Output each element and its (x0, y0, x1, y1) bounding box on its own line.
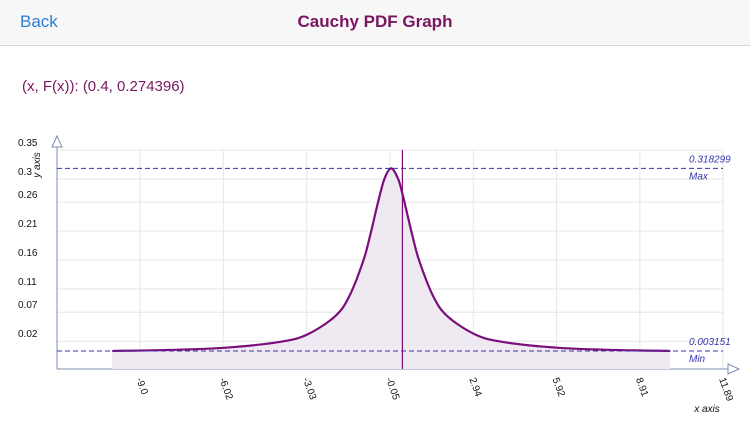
x-tick-label: -6.02 (216, 376, 234, 402)
x-tick-label: -3.03 (300, 376, 318, 402)
guide-value: 0.318299 (689, 154, 731, 165)
x-axis-label: x axis (693, 404, 720, 415)
x-tick-label: 8.91 (633, 376, 650, 398)
x-tick-label: 5.92 (550, 376, 567, 398)
x-tick-label: -9.0 (133, 376, 149, 396)
y-tick-label: 0.16 (18, 248, 38, 259)
guide-value: 0.003151 (689, 337, 731, 348)
guide-label: Min (689, 354, 706, 365)
curve (112, 167, 671, 353)
readout: (x, F(x)): (0.4, 0.274396) (22, 78, 185, 95)
y-axis-arrow (51, 134, 63, 148)
x-tick-label: 2.94 (466, 376, 483, 398)
guide-label: Max (689, 171, 709, 182)
x-axis-arrow (727, 363, 741, 375)
area-fill (112, 168, 671, 369)
y-tick-label: 0.26 (18, 190, 38, 201)
y-axis-label: y axis (32, 152, 43, 179)
y-tick-label: 0.02 (18, 329, 38, 340)
x-tick-label: -0.05 (383, 376, 401, 402)
y-tick-label: 0.3 (18, 167, 32, 178)
back-button[interactable]: Back (20, 12, 58, 31)
nav-bar: Back Cauchy PDF Graph (0, 0, 750, 46)
nav-title: Cauchy PDF Graph (297, 12, 453, 31)
y-tick-label: 0.07 (18, 300, 38, 311)
y-tick-label: 0.11 (18, 277, 37, 288)
y-tick-label: 0.21 (18, 219, 38, 230)
y-tick-label: 0.35 (18, 138, 38, 149)
x-tick-label: 11.89 (716, 376, 735, 403)
